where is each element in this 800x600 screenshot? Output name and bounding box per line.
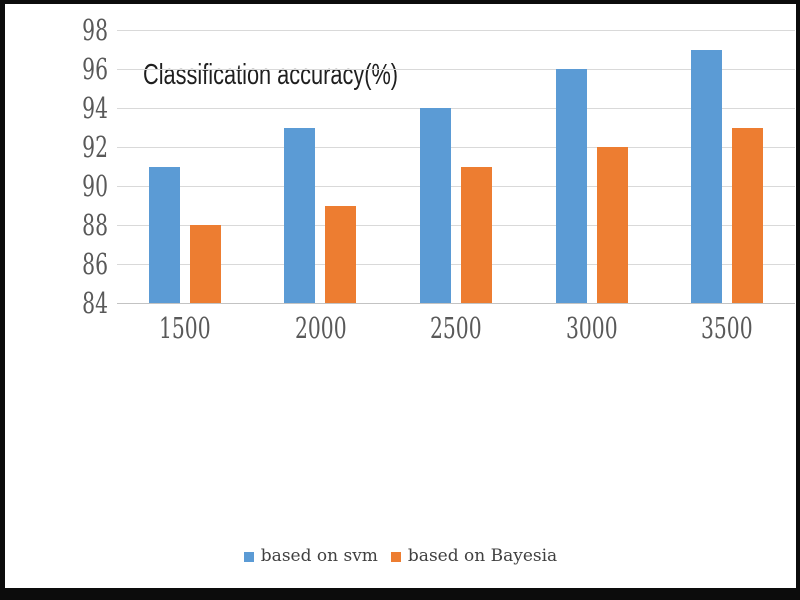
bar-bayesia-3500 (732, 127, 764, 303)
legend-swatch-icon (243, 551, 254, 562)
legend-label: based on svm (260, 546, 378, 566)
bar-svm-3500 (691, 49, 723, 303)
plot-area (117, 30, 795, 304)
x-tick-label-3000: 3000 (565, 311, 618, 345)
y-tick-label-94: 94 (82, 91, 108, 125)
y-axis-tick-labels: 84 86 88 90 92 94 96 98 (5, 15, 108, 318)
gridline-y-86 (117, 264, 795, 265)
bar-svm-3000 (555, 69, 587, 303)
x-tick-label-2000: 2000 (294, 311, 347, 345)
gridline-y-92 (117, 147, 795, 148)
x-tick-label-1500: 1500 (158, 311, 211, 345)
bar-bayesia-2500 (461, 166, 492, 303)
y-tick-label-90: 90 (82, 169, 108, 203)
bar-bayesia-1500 (189, 225, 221, 303)
gridline-y-90 (117, 186, 795, 187)
bar-bayesia-2000 (325, 205, 357, 303)
legend-item-bayesia: based on Bayesia (390, 546, 558, 566)
gridline-y-88 (117, 225, 795, 226)
x-axis-line (117, 303, 795, 304)
chart-canvas: Classification accuracy(%) 84 86 88 90 92 94 9… (5, 4, 796, 588)
gridline-y-96 (117, 69, 795, 70)
y-tick-label-98: 98 (82, 13, 108, 47)
x-tick-label-3500: 3500 (701, 311, 754, 345)
legend-label: based on Bayesia (407, 546, 558, 566)
bar-bayesia-3000 (596, 147, 628, 303)
x-tick-label-2500: 2500 (430, 311, 482, 345)
y-tick-label-84: 84 (82, 286, 108, 320)
legend-item-svm: based on svm (243, 546, 378, 566)
gridline-y-98 (117, 30, 795, 31)
bar-svm-1500 (148, 166, 180, 303)
y-tick-label-88: 88 (82, 208, 108, 242)
x-axis-tick-labels: 1500 2000 2500 3000 3500 (117, 313, 795, 343)
chart-title: Classification accuracy(%) (143, 59, 399, 91)
gridline-y-94 (117, 108, 795, 109)
bar-svm-2500 (420, 108, 451, 303)
legend-swatch-icon (390, 551, 401, 562)
y-tick-label-92: 92 (82, 130, 108, 164)
bar-svm-2000 (284, 127, 316, 303)
y-tick-label-96: 96 (82, 52, 108, 86)
y-tick-label-86: 86 (82, 247, 108, 281)
chart-legend: based on svm based on Bayesia (5, 548, 796, 565)
